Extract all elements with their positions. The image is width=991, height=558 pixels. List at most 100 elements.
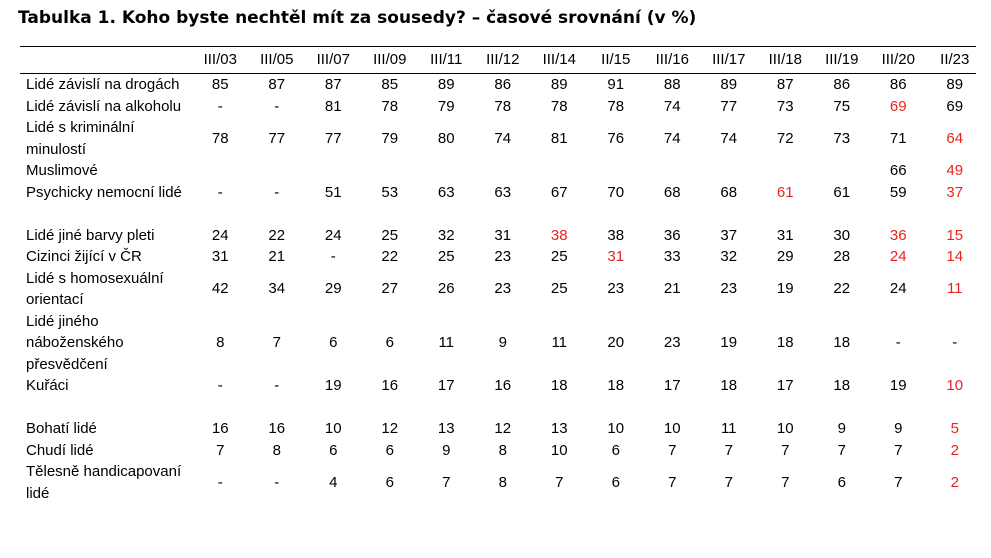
table-cell: 6 [329, 334, 338, 351]
table-cell: 85 [381, 76, 399, 93]
table-cell: 19 [324, 377, 342, 394]
row-label: Lidé závislí na drogách [26, 76, 180, 93]
table-cell: 5 [950, 420, 959, 437]
table-cell: 21 [663, 280, 681, 298]
table-row: Tělesně handicapovaní lidé - - 4 6 7 8 7 6 7 7 7 6 7 2 [20, 461, 976, 504]
table-cell: 8 [216, 334, 225, 351]
table-cell: 16 [494, 377, 512, 394]
table-cell: 89 [437, 76, 455, 93]
table-cell: 7 [894, 473, 903, 491]
table-cell: 25 [437, 248, 455, 265]
table-cell: 69 [946, 97, 964, 115]
column-header: III/18 [768, 51, 802, 69]
table-cell: 23 [663, 334, 681, 351]
table-row: Kuřáci - - 19 16 17 16 18 18 17 18 17 18 19 10 [20, 375, 976, 397]
table-cell: 69 [889, 97, 907, 115]
table-cell: 77 [268, 129, 286, 147]
table-cell: 20 [607, 334, 625, 351]
table-cell: 7 [781, 473, 790, 491]
table-cell: 23 [720, 280, 738, 298]
table-cell: 78 [211, 129, 229, 147]
row-label: Muslimové [26, 162, 98, 179]
table-cell: 29 [776, 248, 794, 265]
table-cell: 25 [550, 280, 568, 298]
table-cell: 2 [950, 473, 959, 491]
column-header: III/12 [486, 51, 520, 69]
table-cell: 7 [555, 473, 564, 491]
table-cell: 6 [385, 473, 394, 491]
table-cell: 73 [833, 129, 851, 147]
table-cell: 71 [889, 129, 907, 147]
table-cell: 9 [498, 334, 507, 351]
table-cell: 7 [781, 441, 790, 459]
table-cell: 18 [550, 377, 568, 394]
table-cell: 68 [663, 183, 681, 201]
table-cell: 11 [551, 334, 568, 351]
table-cell: 7 [668, 473, 677, 491]
table-cell: - [330, 248, 336, 265]
table-cell: 91 [607, 76, 625, 93]
table-cell: - [217, 377, 223, 394]
row-label: Lidé závislí na alkoholu [26, 97, 182, 115]
table-cell: 16 [211, 420, 229, 437]
table-cell: 61 [776, 183, 794, 201]
table-cell: 6 [329, 441, 338, 459]
title: Tabulka 1. Koho byste nechtěl mít za sou… [18, 8, 697, 28]
row-label: Psychicky nemocní lidé [26, 183, 182, 201]
table-row: Psychicky nemocní lidé - - 51 53 63 63 67 70 68 68… [20, 182, 976, 204]
table-cell: 7 [216, 441, 225, 459]
table-cell: 12 [494, 420, 512, 437]
table-cell: 25 [381, 226, 399, 244]
table-cell: 24 [324, 226, 342, 244]
row-label: Kuřáci [26, 377, 69, 394]
table-cell: 79 [437, 97, 455, 115]
column-header: III/14 [542, 51, 576, 69]
table-cell: 38 [607, 226, 625, 244]
table-cell: 16 [381, 377, 399, 394]
table-cell: 68 [720, 183, 738, 201]
table-cell: 7 [442, 473, 451, 491]
table-cell: 78 [494, 97, 512, 115]
table-cell: 64 [946, 129, 964, 147]
table-cell: 7 [837, 441, 846, 459]
table-cell: 18 [833, 334, 851, 351]
table-cell: 42 [211, 280, 229, 298]
row-label: Lidé jiného náboženského přesvědčení [26, 312, 124, 373]
table-cell: 25 [550, 248, 568, 265]
table-cell: 27 [381, 280, 399, 298]
table-cell: 22 [381, 248, 399, 265]
table-cell: 49 [946, 162, 964, 179]
table-cell: 4 [329, 473, 338, 491]
table-cell: 86 [494, 76, 512, 93]
table-cell: 61 [833, 183, 851, 201]
table-cell: - [217, 473, 223, 491]
table-cell: - [895, 334, 901, 351]
table-row: Lidé závislí na alkoholu - - 81 78 79 78 78 78 74… [20, 96, 976, 118]
row-label: Cizinci žijící v ČR [26, 248, 142, 265]
table-cell: 87 [776, 76, 794, 93]
table-cell: 23 [607, 280, 625, 298]
table-cell: 10 [946, 377, 964, 394]
table-cell: 88 [663, 76, 681, 93]
table-cell: 24 [889, 280, 907, 298]
table-cell: 2 [950, 441, 959, 459]
table-cell: 23 [494, 248, 512, 265]
table-cell: 30 [833, 226, 851, 244]
table-cell: 24 [889, 248, 907, 265]
row-label: Bohatí lidé [26, 420, 97, 437]
table-cell: 32 [720, 248, 738, 265]
table-cell: 85 [211, 76, 229, 93]
table-cell: 11 [946, 280, 963, 298]
table-cell: 89 [720, 76, 738, 93]
table-cell: - [217, 183, 223, 201]
table-cell: 75 [833, 97, 851, 115]
table-cell: 11 [720, 420, 737, 437]
table-cell: 29 [324, 280, 342, 298]
table-cell: 9 [442, 441, 451, 459]
table-cell: 31 [607, 248, 625, 265]
table-cell: 13 [437, 420, 455, 437]
table-cell: - [952, 334, 958, 351]
table-cell: 8 [498, 473, 507, 491]
column-header: III/11 [430, 51, 463, 69]
